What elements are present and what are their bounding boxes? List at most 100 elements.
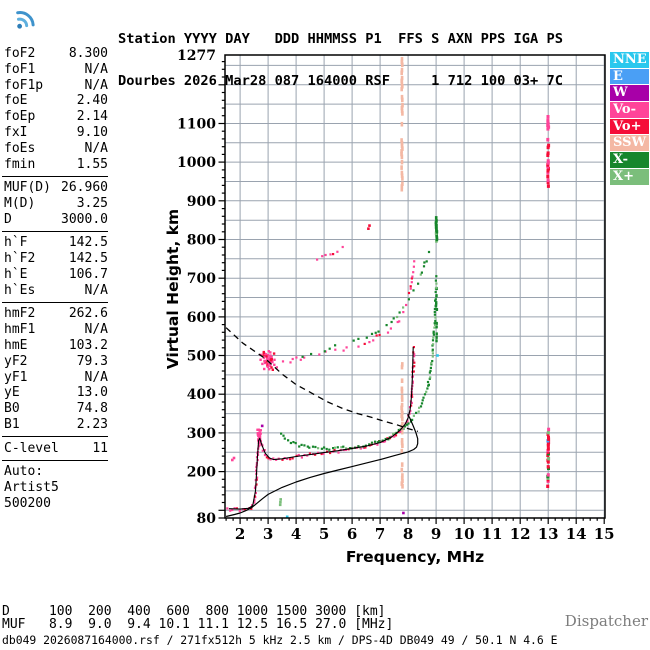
param-value: 79.3 xyxy=(76,353,108,369)
y-tick-label: 900 xyxy=(187,194,216,210)
series-hop2-cluster xyxy=(259,350,276,371)
header-line-2: Dourbes 2026 Mar28 087 164000 RSF 1 712 … xyxy=(118,73,563,89)
x-axis-label: Frequency, MHz xyxy=(346,548,484,566)
param-row: foE 2.40 xyxy=(4,93,108,109)
y-tick-label: 600 xyxy=(187,310,216,326)
y-tick-label: 1100 xyxy=(177,117,216,133)
legend-item-E: E xyxy=(610,68,649,85)
param-value: N/A xyxy=(84,369,108,385)
param-row: yF2 79.3 xyxy=(4,354,108,370)
param-row: fmin 1.55 xyxy=(4,157,108,173)
axis-ticks xyxy=(218,60,605,524)
curve-fitted-trace xyxy=(228,346,414,510)
param-row: MUF(D) 26.960 xyxy=(4,180,108,196)
param-row: yE 13.0 xyxy=(4,385,108,401)
param-row: foF1p N/A xyxy=(4,78,108,94)
param-label: foEp xyxy=(4,109,36,125)
param-label: foEs xyxy=(4,140,36,156)
grid xyxy=(225,55,605,518)
param-label: B1 xyxy=(4,416,20,432)
x-tick-label: 5 xyxy=(319,525,329,543)
series-rfi-13-top xyxy=(546,115,551,131)
param-value: 1.55 xyxy=(76,156,108,172)
param-value: 2.14 xyxy=(76,109,108,125)
x-tick-label: 13 xyxy=(538,525,559,543)
panel-divider xyxy=(2,231,108,233)
param-value: 3000.0 xyxy=(61,211,108,227)
param-label: hmF2 xyxy=(4,306,36,322)
panel-divider xyxy=(2,459,108,461)
y-tick-label: 80 xyxy=(197,511,217,527)
param-value: 142.5 xyxy=(68,251,108,267)
y-tick-label: 800 xyxy=(187,233,216,249)
param-label: foF2 xyxy=(4,46,36,61)
signal-icon xyxy=(5,3,41,39)
param-row: hmE 103.2 xyxy=(4,338,108,354)
curve-muf-transmission-curve xyxy=(225,327,419,433)
param-row: h`F2 142.5 xyxy=(4,251,108,267)
y-tick-label: 1277 xyxy=(177,48,216,64)
param-row: h`Es N/A xyxy=(4,283,108,299)
x-tick-label: 9 xyxy=(431,525,441,543)
x-tick-label: 10 xyxy=(454,525,475,543)
series-rfi-13-high xyxy=(546,137,551,188)
panel-divider xyxy=(2,436,108,438)
param-value: 2.23 xyxy=(76,416,108,432)
series-rfi-7.8-ssw xyxy=(400,57,404,489)
param-row: h`E 106.7 xyxy=(4,267,108,283)
param-value: 103.2 xyxy=(68,337,108,353)
param-label: M(D) xyxy=(4,195,36,211)
param-value: 11 xyxy=(92,440,108,456)
x-tick-label: 11 xyxy=(482,525,503,543)
watermark-dispatcher: Dispatcher xyxy=(564,612,648,630)
param-label: foF1 xyxy=(4,61,36,77)
param-row: hmF1 N/A xyxy=(4,322,108,338)
param-row: Auto: xyxy=(4,464,108,480)
param-row: foEp 2.14 xyxy=(4,109,108,125)
series-x-trace xyxy=(280,275,438,451)
param-row: h`F 142.5 xyxy=(4,235,108,251)
param-label: foF1p xyxy=(4,77,44,93)
panel-divider xyxy=(2,175,108,177)
header: Station YYYY DAY DDD HHMMSS P1 FFS S AXN… xyxy=(118,4,563,102)
param-label: C-level xyxy=(4,440,59,456)
param-value: N/A xyxy=(84,140,108,156)
param-value: N/A xyxy=(84,322,108,338)
header-line-1: Station YYYY DAY DDD HHMMSS P1 FFS S AXN… xyxy=(118,31,563,47)
d-distance-row: D 100 200 400 600 800 1000 1500 3000 [km… xyxy=(2,604,386,619)
param-row: M(D) 3.25 xyxy=(4,196,108,212)
param-value: 2.40 xyxy=(76,93,108,109)
param-value: N/A xyxy=(84,61,108,77)
series-x-hop2 xyxy=(301,250,431,358)
series-o-trace xyxy=(226,346,416,513)
series-stray-dots xyxy=(231,224,439,519)
param-panel: foF2 8.300 foF1 N/A foF1p N/A foE 2.40 foEp 2.14 f… xyxy=(2,46,108,512)
y-tick-label: 500 xyxy=(187,349,216,365)
series-o-hop2 xyxy=(275,260,416,369)
param-label: Auto: xyxy=(4,464,44,480)
y-tick-label: 200 xyxy=(187,465,216,481)
x-tick-label: 4 xyxy=(291,525,301,543)
legend-item-Vo+: Vo+ xyxy=(610,118,649,135)
curve-true-height-profile xyxy=(225,413,419,518)
legend-item-Vo-: Vo- xyxy=(610,102,649,118)
param-label: hmE xyxy=(4,337,28,353)
param-value: 26.960 xyxy=(61,180,108,196)
param-value: N/A xyxy=(84,282,108,298)
param-row: D 3000.0 xyxy=(4,212,108,228)
y-tick-label: 400 xyxy=(187,387,216,403)
param-label: yE xyxy=(4,385,20,401)
param-value: 74.8 xyxy=(76,401,108,417)
param-label: yF1 xyxy=(4,369,28,385)
series-rfi-9-high xyxy=(434,216,439,243)
legend-item-SSW: SSW xyxy=(610,135,649,152)
param-row: B1 2.23 xyxy=(4,417,108,433)
legend-item-NNE: NNE xyxy=(610,52,649,68)
param-label: B0 xyxy=(4,401,20,417)
x-tick-label: 15 xyxy=(594,525,615,543)
x-tick-label: 6 xyxy=(347,525,357,543)
param-label: h`F xyxy=(4,235,28,251)
y-tick-label: 1000 xyxy=(177,155,216,171)
param-value: 13.0 xyxy=(76,385,108,401)
